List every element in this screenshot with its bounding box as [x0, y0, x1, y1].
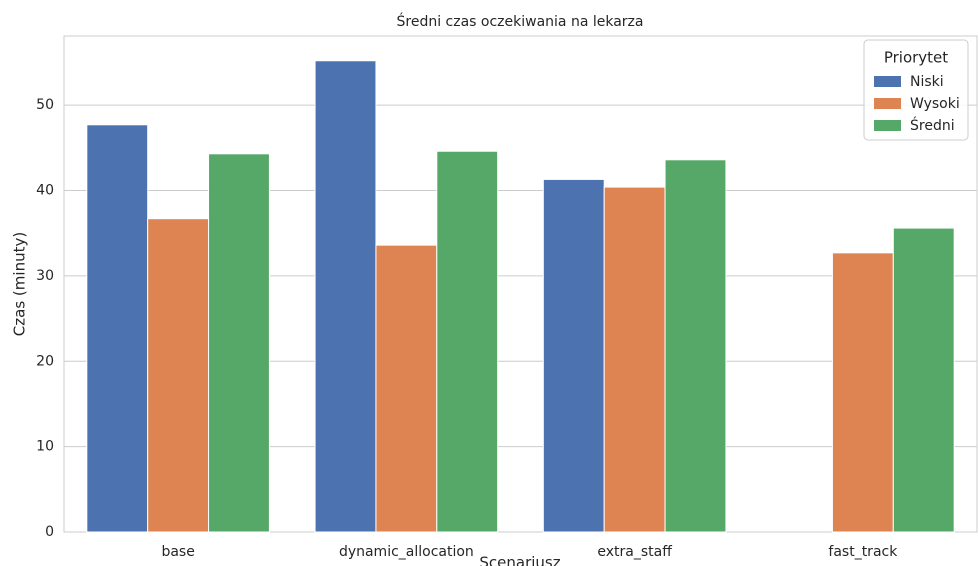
legend-swatch: [874, 120, 901, 131]
x-axis-label: Scenariusz: [479, 554, 560, 566]
bar: [314, 60, 377, 533]
y-axis-label: Czas (minuty): [11, 232, 29, 336]
legend-title: Priorytet: [884, 49, 948, 67]
y-tick-label: 40: [36, 183, 54, 199]
legend-label: Wysoki: [910, 96, 960, 112]
bar: [208, 153, 270, 533]
y-tick-label: 20: [36, 353, 54, 369]
chart-title: Średni czas oczekiwania na lekarza: [397, 12, 644, 30]
y-tick-label: 0: [45, 524, 54, 540]
legend-swatch: [874, 76, 901, 87]
bar: [831, 252, 894, 533]
legend-swatch: [874, 98, 901, 109]
legend-label: Średni: [910, 116, 955, 134]
bar: [436, 150, 499, 533]
bar: [542, 178, 605, 533]
x-tick-label: dynamic_allocation: [339, 544, 474, 560]
x-tick-label: fast_track: [828, 544, 898, 560]
bar: [603, 186, 666, 533]
y-tick-label: 30: [36, 268, 54, 284]
bar: [892, 227, 955, 533]
bar: [86, 124, 149, 533]
legend-label: Niski: [910, 74, 944, 90]
x-tick-label: extra_staff: [597, 544, 672, 560]
bar: [664, 159, 727, 533]
bar: [375, 244, 438, 533]
x-tick-label: base: [161, 544, 194, 560]
y-tick-label: 10: [36, 439, 54, 455]
legend-box: [863, 39, 969, 141]
y-tick-label: 50: [36, 97, 54, 113]
bar: [147, 218, 210, 533]
